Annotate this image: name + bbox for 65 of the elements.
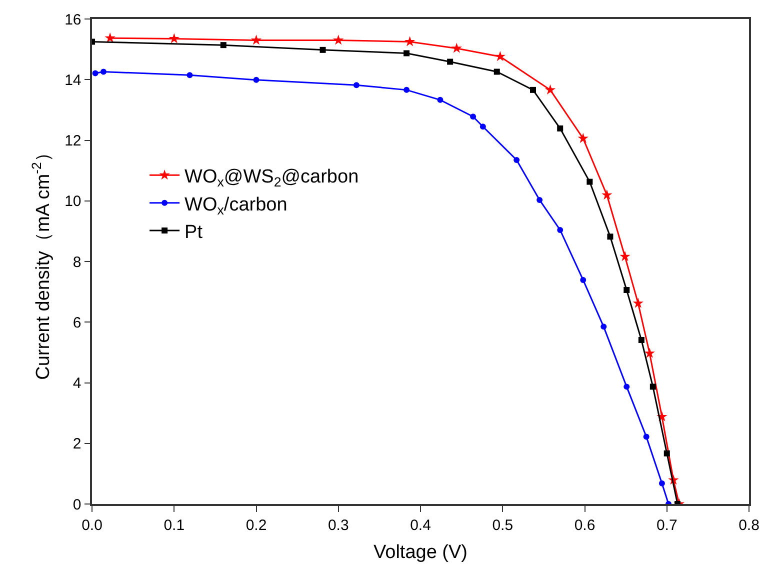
point (530, 86, 536, 93)
point (632, 298, 644, 308)
x-axis-title: Voltage (V) (374, 542, 468, 564)
point (638, 337, 644, 344)
point (624, 384, 630, 390)
x-tick-label: 0.5 (492, 516, 514, 534)
point (104, 32, 116, 43)
x-tick-label: 0.7 (656, 516, 678, 534)
point (437, 96, 444, 103)
legend-label: WO$_{x}$@WS$_{2}$@carbon (184, 166, 359, 190)
point (658, 480, 665, 486)
point (578, 132, 588, 143)
point (253, 76, 260, 83)
y-tick-label: 2 (72, 436, 82, 453)
point (607, 234, 614, 240)
point (404, 36, 416, 46)
point (470, 114, 476, 120)
point (624, 286, 630, 293)
point (404, 86, 410, 93)
point (602, 190, 612, 200)
point (620, 251, 630, 262)
point (320, 46, 326, 53)
point (250, 34, 262, 45)
point (186, 72, 193, 78)
point (643, 434, 650, 440)
legend-label: Pt (184, 222, 204, 243)
x-tick-label: 0.6 (574, 516, 596, 534)
point (557, 125, 564, 132)
x-tick-label: 0.4 (410, 516, 431, 534)
point (600, 324, 607, 330)
point (557, 226, 564, 233)
point (580, 276, 586, 283)
point (536, 196, 543, 203)
point (644, 348, 655, 358)
y-tick-label: 10 (64, 193, 82, 210)
point (220, 42, 226, 48)
point (447, 58, 454, 65)
y-tick-label: 12 (64, 132, 82, 150)
point (650, 384, 656, 390)
legend-label: WO$_{x}$/carbon (184, 194, 288, 218)
y-tick-label: 16 (64, 11, 82, 28)
point (586, 178, 593, 185)
point (451, 42, 462, 53)
x-tick-label: 0.0 (82, 516, 102, 534)
point (353, 82, 360, 88)
point (100, 68, 106, 75)
point (544, 84, 556, 94)
x-tick-label: 0.1 (164, 516, 185, 534)
y-tick-label: 14 (64, 72, 82, 89)
point (664, 450, 670, 456)
point (168, 33, 180, 44)
point (333, 34, 344, 45)
point (92, 70, 98, 76)
y-tick-label: 8 (72, 254, 82, 271)
x-tick-label: 0.3 (328, 516, 349, 534)
point (494, 68, 500, 75)
y-tick-label: 6 (72, 314, 82, 332)
y-tick-label: 4 (72, 375, 82, 392)
point (514, 156, 520, 163)
point (404, 50, 410, 56)
y-tick-label: 0 (72, 496, 82, 514)
point (494, 50, 506, 62)
point (480, 124, 486, 130)
x-tick-label: 0.2 (246, 516, 267, 534)
x-tick-label: 0.8 (738, 516, 760, 534)
